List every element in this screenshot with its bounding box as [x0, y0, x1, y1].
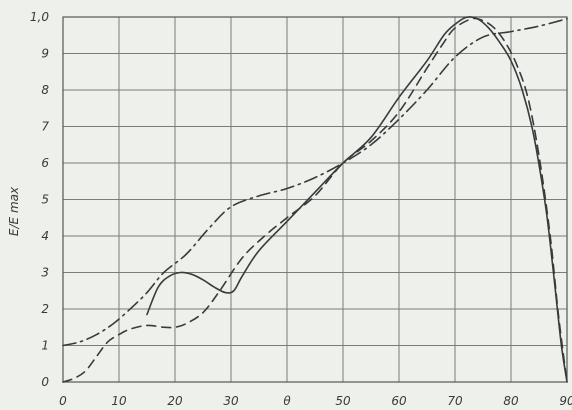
y-tick-label: 9: [41, 47, 49, 61]
x-tick-label: 60: [391, 394, 407, 408]
x-tick-label: 50: [335, 394, 351, 408]
y-axis-tick-labels: 0 1 2 3 4 5 6 7 8 9 1,0: [30, 10, 49, 389]
x-tick-label: 30: [223, 394, 239, 408]
x-tick-label: 90: [559, 394, 572, 408]
x-axis-title: θ: [283, 394, 291, 408]
y-axis-title: E/E max: [7, 186, 21, 236]
y-tick-label: 7: [41, 120, 49, 134]
x-axis-tick-labels: 0 10 20 30 50 60 70 80 90: [59, 394, 572, 408]
y-tick-label: 3: [41, 266, 49, 280]
x-tick-label: 10: [111, 394, 127, 408]
y-tick-label: 6: [41, 156, 49, 170]
y-tick-label: 0: [41, 375, 49, 389]
x-tick-label: 70: [447, 394, 463, 408]
x-tick-label: 0: [59, 394, 67, 408]
y-tick-label: 1,0: [30, 10, 49, 24]
series-line-dashed: [63, 18, 567, 382]
y-tick-label: 4: [41, 229, 49, 243]
series-line-dashdot: [63, 19, 567, 346]
y-tick-label: 5: [41, 193, 49, 207]
y-tick-label: 1: [41, 339, 49, 353]
x-tick-label: 20: [167, 394, 183, 408]
y-tick-label: 2: [41, 302, 49, 316]
x-tick-label: 80: [503, 394, 519, 408]
y-tick-label: 8: [41, 83, 49, 97]
